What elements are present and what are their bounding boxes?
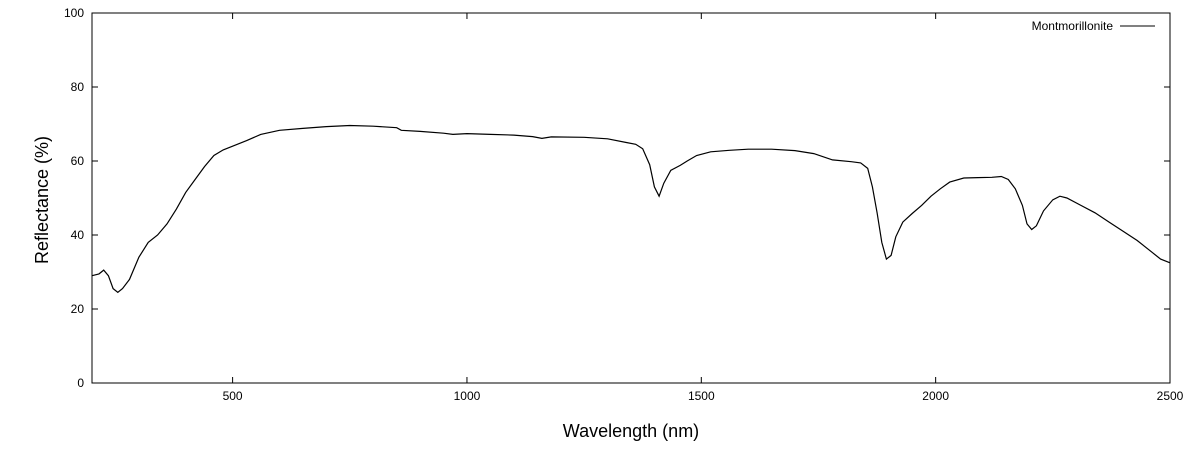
x-tick-label: 2500 bbox=[1157, 389, 1184, 403]
x-tick-label: 2000 bbox=[922, 389, 949, 403]
x-axis-title: Wavelength (nm) bbox=[563, 421, 699, 441]
x-tick-label: 500 bbox=[223, 389, 243, 403]
legend: Montmorillonite bbox=[1032, 19, 1155, 33]
y-tick-label: 40 bbox=[71, 228, 85, 242]
y-tick-label: 60 bbox=[71, 154, 85, 168]
x-tick-label: 1500 bbox=[688, 389, 715, 403]
series-line-montmorillonite bbox=[91, 124, 1171, 294]
x-axis-ticks: 500 1000 1500 2000 2500 bbox=[223, 13, 1184, 403]
y-axis-ticks: 0 20 40 60 80 100 bbox=[64, 6, 1170, 390]
y-tick-label: 100 bbox=[64, 6, 84, 20]
plot-frame bbox=[91, 12, 1171, 384]
y-tick-label: 0 bbox=[77, 376, 84, 390]
y-tick-label: 20 bbox=[71, 302, 85, 316]
x-tick-label: 1000 bbox=[454, 389, 481, 403]
legend-label: Montmorillonite bbox=[1032, 19, 1114, 33]
y-axis-title: Reflectance (%) bbox=[32, 136, 52, 264]
y-tick-label: 80 bbox=[71, 80, 85, 94]
